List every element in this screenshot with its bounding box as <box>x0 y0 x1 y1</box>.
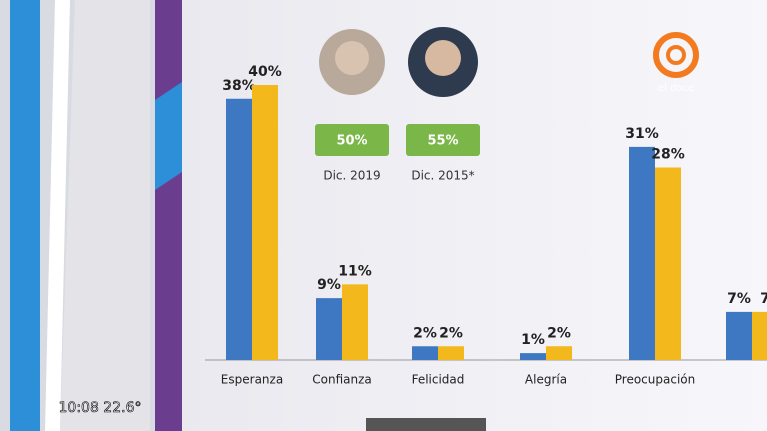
bar <box>226 98 252 360</box>
x-tick-label: Felicidad <box>412 373 465 387</box>
data-label: 2% <box>413 325 437 341</box>
bar <box>342 284 368 360</box>
legend-label: Dic. 2015* <box>411 169 474 183</box>
bar <box>629 146 655 360</box>
data-label: 31% <box>625 126 659 142</box>
bar <box>438 346 464 360</box>
logo-mark <box>666 45 686 65</box>
legend-label: Dic. 2019 <box>323 169 380 183</box>
screen-frame <box>366 418 486 431</box>
legend-badge-text: 55% <box>427 134 458 149</box>
studio-wall <box>60 0 150 431</box>
bar <box>252 85 278 360</box>
data-label: 11% <box>338 263 372 279</box>
bar <box>412 346 438 360</box>
data-label: 2% <box>439 325 463 341</box>
studio-stripe <box>155 0 185 431</box>
chart: 50% Dic. 2019 55% Dic. 2015* Esperanza 38%40%… <box>205 64 767 387</box>
bar <box>752 311 767 360</box>
legend-badge-text: 50% <box>336 134 367 149</box>
data-label: 40% <box>248 64 282 80</box>
clock: 10:08 22.6° <box>59 400 142 416</box>
logo-mark <box>653 32 699 78</box>
studio-stripe <box>10 0 40 431</box>
x-tick-label: Alegría <box>525 373 567 387</box>
data-label: 28% <box>651 147 685 163</box>
bar <box>726 311 752 360</box>
data-label: 38% <box>222 78 256 94</box>
x-tick-label: Preocupación <box>615 373 695 387</box>
data-label: 9% <box>317 277 341 293</box>
bar <box>316 298 342 360</box>
legend-badge <box>315 124 389 156</box>
legend-badge <box>406 124 480 156</box>
logo-text: el doce <box>658 83 694 94</box>
studio-stripe <box>45 0 70 431</box>
photo <box>425 40 461 76</box>
bar <box>520 353 546 360</box>
x-tick-label: Confianza <box>312 373 372 387</box>
bar <box>655 167 681 360</box>
data-label: 7% <box>727 291 751 307</box>
x-tick-label: Esperanza <box>221 373 283 387</box>
photo <box>335 41 369 75</box>
data-label: 1% <box>521 332 545 348</box>
studio-stripe <box>155 80 185 190</box>
bar <box>546 346 572 360</box>
data-label: 7 <box>760 291 767 307</box>
data-label: 2% <box>547 325 571 341</box>
